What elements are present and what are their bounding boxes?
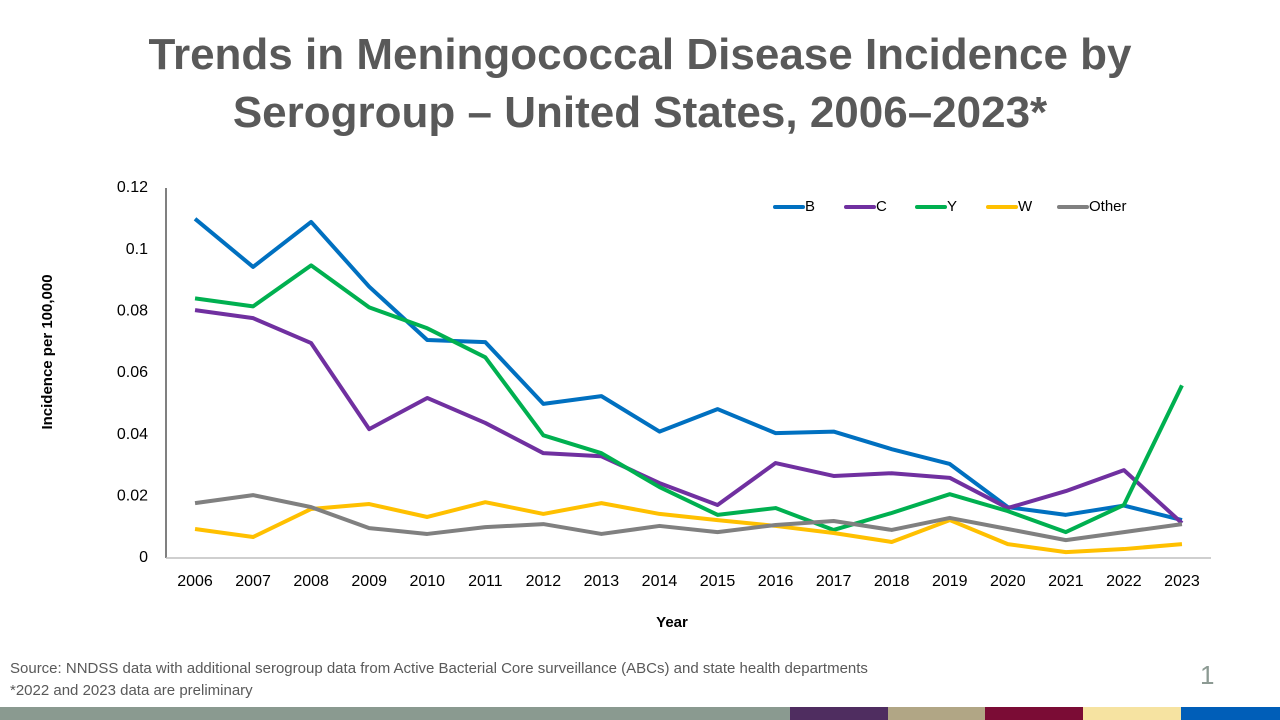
y-tick-label: 0.02 xyxy=(117,488,148,505)
footer-band xyxy=(1181,707,1280,720)
x-tick-label: 2008 xyxy=(293,573,329,590)
x-tick-label: 2023 xyxy=(1164,573,1200,590)
x-tick-label: 2020 xyxy=(990,573,1026,590)
series-line xyxy=(194,308,1184,525)
page-number: 1 xyxy=(1200,660,1215,690)
legend-label: Y xyxy=(947,198,957,215)
x-tick-label: 2010 xyxy=(409,573,445,590)
legend-label: Other xyxy=(1089,198,1127,215)
x-tick-label: 2012 xyxy=(526,573,562,590)
footnote: *2022 and 2023 data are preliminary xyxy=(10,682,253,699)
footer-band xyxy=(1083,707,1181,720)
footer-band xyxy=(985,707,1083,720)
footer-band xyxy=(0,707,790,720)
legend-label: B xyxy=(805,198,815,215)
x-tick-label: 2019 xyxy=(932,573,968,590)
x-tick-label: 2011 xyxy=(468,573,503,590)
x-tick-label: 2006 xyxy=(177,573,213,590)
title-line: Serogroup – United States, 2006–2023* xyxy=(232,88,1048,137)
y-tick-label: 0 xyxy=(139,549,148,566)
x-tick-label: 2017 xyxy=(816,573,852,590)
x-tick-label: 2007 xyxy=(235,573,271,590)
chart: Year Incidence per 100,000 0 0.02 0.04 0.06… xyxy=(39,179,1211,631)
footer-band xyxy=(888,707,985,720)
series-line xyxy=(194,263,1184,535)
x-tick-label: 2009 xyxy=(351,573,387,590)
x-axis-label: Year xyxy=(656,614,688,631)
series-line xyxy=(194,500,1183,555)
y-tick-label: 0.04 xyxy=(117,426,148,443)
x-tick-label: 2014 xyxy=(642,573,678,590)
legend-label: W xyxy=(1018,198,1033,215)
x-tick-label: 2016 xyxy=(758,573,794,590)
title-line: Trends in Meningococcal Disease Incidenc… xyxy=(148,30,1132,79)
x-tick-label: 2021 xyxy=(1048,573,1084,590)
y-tick-label: 0.12 xyxy=(117,179,148,196)
footer-band xyxy=(790,707,888,720)
y-tick-label: 0.06 xyxy=(117,364,148,381)
y-tick-label: 0.08 xyxy=(117,303,148,320)
source-note: Source: NNDSS data with additional serog… xyxy=(10,660,868,677)
x-tick-label: 2022 xyxy=(1106,573,1142,590)
x-tick-label: 2013 xyxy=(584,573,620,590)
legend-label: C xyxy=(876,198,887,215)
series-line xyxy=(194,493,1183,543)
x-tick-label: 2018 xyxy=(874,573,910,590)
x-tick-label: 2015 xyxy=(700,573,736,590)
y-axis-label: Incidence per 100,000 xyxy=(39,274,56,429)
series-line xyxy=(193,217,1183,523)
y-tick-label: 0.1 xyxy=(126,241,148,258)
